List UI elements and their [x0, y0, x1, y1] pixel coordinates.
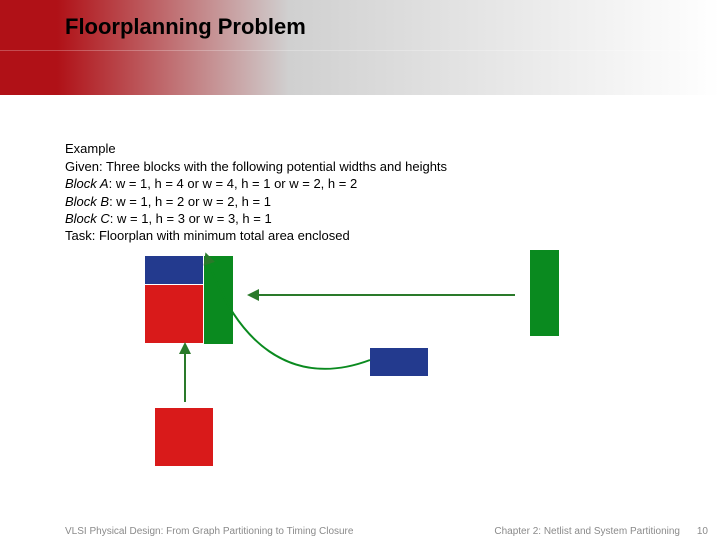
footer-left: VLSI Physical Design: From Graph Partiti…	[65, 526, 353, 537]
footer-page-number: 10	[697, 526, 708, 537]
body-text: Example Given: Three blocks with the fol…	[65, 140, 665, 228]
header-divider	[0, 50, 720, 51]
footer-right: Chapter 2: Netlist and System Partitioni…	[494, 526, 680, 537]
header-red-block	[0, 0, 57, 95]
block-c-label: Block C	[65, 211, 110, 226]
block-a-line: Block A: w = 1, h = 4 or w = 4, h = 1 or…	[65, 175, 665, 193]
block-a-spec: : w = 1, h = 4 or w = 4, h = 1 or w = 2,…	[109, 176, 358, 191]
block-c-line: Block C: w = 1, h = 3 or w = 3, h = 1	[65, 210, 665, 228]
arrows-svg	[60, 250, 620, 470]
block-b-spec: : w = 1, h = 2 or w = 2, h = 1	[109, 194, 271, 209]
block-b-line: Block B: w = 1, h = 2 or w = 2, h = 1	[65, 193, 665, 211]
example-label: Example	[65, 140, 665, 158]
block-b-label: Block B	[65, 194, 109, 209]
arrow-curve	[208, 260, 370, 369]
block-a-label: Block A	[65, 176, 109, 191]
slide-header: Floorplanning Problem	[0, 0, 720, 95]
block-c-spec: : w = 1, h = 3 or w = 3, h = 1	[110, 211, 272, 226]
given-line: Given: Three blocks with the following p…	[65, 158, 665, 176]
diagram-area	[60, 250, 620, 470]
task-line: Task: Floorplan with minimum total area …	[65, 228, 350, 243]
slide-title: Floorplanning Problem	[65, 14, 306, 40]
